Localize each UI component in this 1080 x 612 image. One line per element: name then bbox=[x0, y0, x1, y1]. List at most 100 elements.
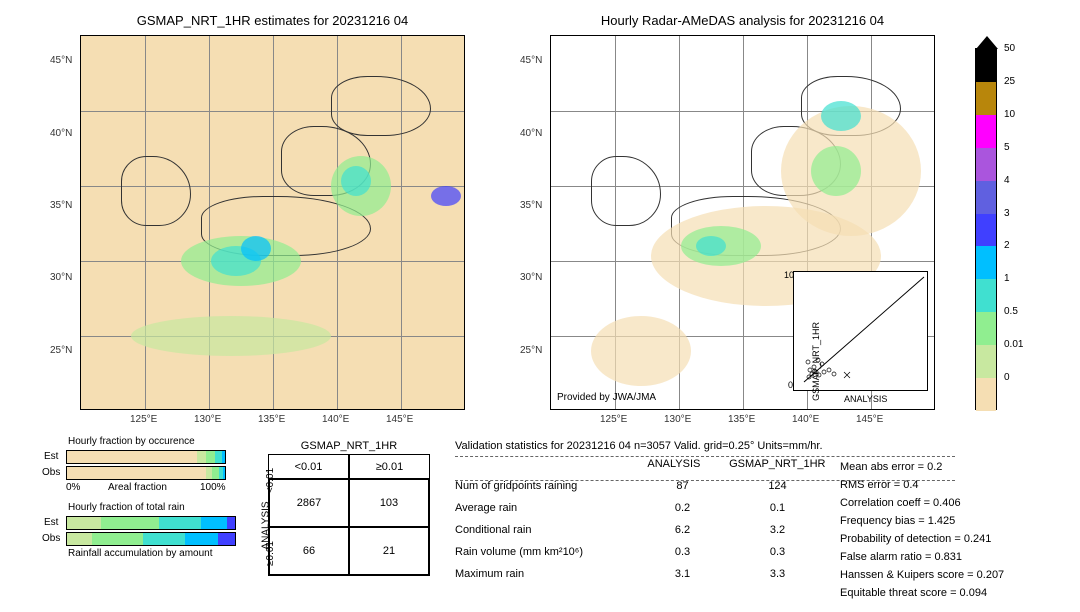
stats-val-analysis: 3.1 bbox=[635, 568, 730, 580]
ct-row0: <0.01 bbox=[265, 468, 276, 493]
xtick: 145°E bbox=[856, 414, 883, 425]
stats-label: Maximum rain bbox=[455, 568, 635, 580]
xtick: 130°E bbox=[664, 414, 691, 425]
xtick: 140°E bbox=[322, 414, 349, 425]
ytick: 25°N bbox=[50, 345, 72, 356]
stats-label: Average rain bbox=[455, 502, 635, 514]
bar-segment bbox=[206, 451, 215, 463]
stats-row: Maximum rain3.13.3 bbox=[455, 563, 835, 585]
obs-label: Obs bbox=[42, 533, 60, 544]
ytick: 40°N bbox=[520, 128, 542, 139]
bar-segment bbox=[67, 517, 101, 529]
colorbar-tick: 4 bbox=[1004, 175, 1010, 186]
colorbar-segment bbox=[976, 82, 996, 115]
xtick: 125°E bbox=[130, 414, 157, 425]
colorbar-tick: 25 bbox=[1004, 76, 1015, 87]
stats-val-gsmap: 0.3 bbox=[730, 546, 825, 558]
ct-cell: 21 bbox=[349, 527, 429, 575]
metric-row: Mean abs error = 0.2 bbox=[840, 458, 1004, 476]
precip-blob bbox=[811, 146, 861, 196]
xmax: 100% bbox=[200, 482, 226, 493]
xtick: 135°E bbox=[728, 414, 755, 425]
ytick: 30°N bbox=[520, 272, 542, 283]
occ-est-bar bbox=[66, 450, 226, 464]
tr-title: Hourly fraction of total rain bbox=[68, 502, 185, 513]
tr-est-bar bbox=[66, 516, 236, 530]
coastline bbox=[331, 76, 431, 136]
precip-blob bbox=[821, 101, 861, 131]
ct-cell: 103 bbox=[349, 479, 429, 527]
stats-val-gsmap: 3.2 bbox=[730, 524, 825, 536]
bar-segment bbox=[143, 533, 185, 545]
stats-label: Num of gridpoints raining bbox=[455, 480, 635, 492]
stats-val-analysis: 0.2 bbox=[635, 502, 730, 514]
xaxis: Areal fraction bbox=[108, 482, 167, 493]
colorbar-tick: 0 bbox=[1004, 372, 1010, 383]
ct-col1: ≥0.01 bbox=[349, 455, 429, 479]
colorbar-segment bbox=[976, 49, 996, 82]
right-map-title: Hourly Radar-AMeDAS analysis for 2023121… bbox=[550, 13, 935, 28]
colorbar-tick: 3 bbox=[1004, 208, 1010, 219]
occ-obs-bar bbox=[66, 466, 226, 480]
ytick: 30°N bbox=[50, 272, 72, 283]
contingency-table: GSMAP_NRT_1HR <0.01 ≥0.01 2867 103 66 21… bbox=[268, 440, 430, 576]
colorbar-tick: 1 bbox=[1004, 273, 1010, 284]
validation-stats: Validation statistics for 20231216 04 n=… bbox=[455, 440, 835, 585]
metric-row: Equitable threat score = 0.094 bbox=[840, 584, 1004, 602]
total-rain-bars: Hourly fraction of total rain Est Obs Ra… bbox=[48, 504, 238, 546]
bar-segment bbox=[67, 451, 197, 463]
bar-segment bbox=[227, 517, 235, 529]
precip-blob bbox=[241, 236, 271, 261]
bar-segment bbox=[92, 533, 142, 545]
ct-title: GSMAP_NRT_1HR bbox=[268, 440, 430, 452]
colorbar-segment bbox=[976, 181, 996, 214]
colorbar-segment bbox=[976, 115, 996, 148]
colorbar-segment bbox=[976, 279, 996, 312]
colorbar-segment bbox=[976, 345, 996, 378]
left-map bbox=[80, 35, 465, 410]
col-gsmap: GSMAP_NRT_1HR bbox=[720, 458, 835, 470]
bar-segment bbox=[197, 451, 206, 463]
stats-row: Rain volume (mm km²10⁶)0.30.3 bbox=[455, 541, 835, 563]
xtick: 135°E bbox=[258, 414, 285, 425]
ytick: 35°N bbox=[520, 200, 542, 211]
precip-blob bbox=[131, 316, 331, 356]
stats-title: Validation statistics for 20231216 04 n=… bbox=[455, 440, 835, 452]
bar-segment bbox=[201, 517, 226, 529]
colorbar-triangle-icon bbox=[975, 35, 999, 49]
colorbar-tick: 50 bbox=[1004, 43, 1015, 54]
ytick: 25°N bbox=[520, 345, 542, 356]
bar-segment bbox=[159, 517, 201, 529]
tr-footer: Rainfall accumulation by amount bbox=[68, 548, 213, 559]
stats-val-analysis: 0.3 bbox=[635, 546, 730, 558]
ytick: 40°N bbox=[50, 128, 72, 139]
metric-row: Hanssen & Kuipers score = 0.207 bbox=[840, 566, 1004, 584]
metric-row: False alarm ratio = 0.831 bbox=[840, 548, 1004, 566]
colorbar-segment bbox=[976, 312, 996, 345]
colorbar-tick: 0.5 bbox=[1004, 306, 1018, 317]
bar-segment bbox=[101, 517, 160, 529]
bar-segment bbox=[67, 467, 206, 479]
left-map-title: GSMAP_NRT_1HR estimates for 20231216 04 bbox=[80, 13, 465, 28]
right-map: Provided by JWA/JMA GSMAP_NRT_1HR ANALYS… bbox=[550, 35, 935, 410]
precip-blob bbox=[696, 236, 726, 256]
precip-blob bbox=[341, 166, 371, 196]
occ-title: Hourly fraction by occurence bbox=[68, 436, 195, 447]
inset-ylabel: GSMAP_NRT_1HR bbox=[811, 322, 821, 401]
metric-row: Probability of detection = 0.241 bbox=[840, 530, 1004, 548]
ytick: 45°N bbox=[520, 55, 542, 66]
stats-row: Conditional rain6.23.2 bbox=[455, 519, 835, 541]
coastline bbox=[121, 156, 191, 226]
colorbar-tick: 10 bbox=[1004, 109, 1015, 120]
ct-col0: <0.01 bbox=[269, 455, 349, 479]
ct-row1: ≥0.01 bbox=[265, 541, 276, 566]
coastline bbox=[591, 156, 661, 226]
colorbar-segment bbox=[976, 148, 996, 181]
ytick: 45°N bbox=[50, 55, 72, 66]
colorbar-segment bbox=[976, 214, 996, 247]
est-label: Est bbox=[44, 517, 58, 528]
occurrence-bars: Hourly fraction by occurence Est Obs 0% … bbox=[48, 438, 228, 480]
stats-label: Rain volume (mm km²10⁶) bbox=[455, 546, 635, 558]
stats-label: Conditional rain bbox=[455, 524, 635, 536]
colorbar-segment bbox=[976, 246, 996, 279]
